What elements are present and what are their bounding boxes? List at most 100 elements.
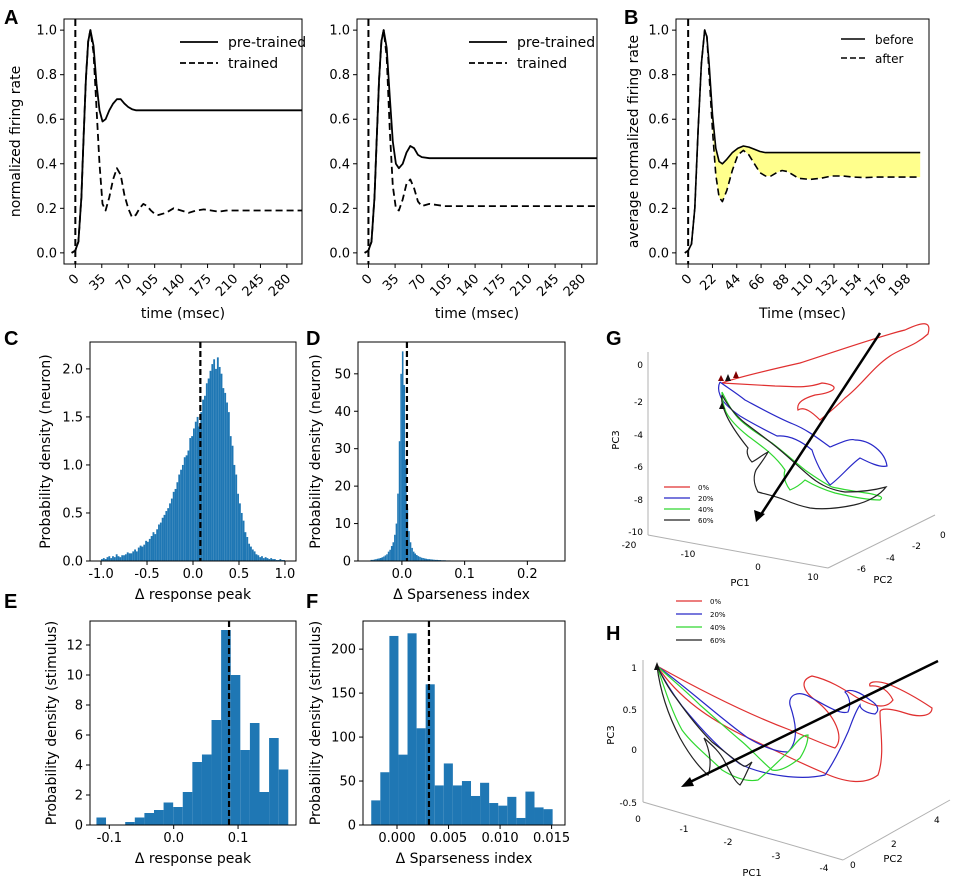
panel-label-f: F — [306, 591, 318, 613]
histogram-bar — [108, 556, 111, 561]
pca-h-axis-pc1 — [642, 801, 844, 861]
pca-h-z-tick: -0.5 — [619, 799, 637, 809]
x-tick-label: 110 — [789, 272, 817, 300]
x-tick-label: 0.0 — [163, 831, 184, 846]
histogram-bar — [272, 559, 274, 561]
x-tick-label: 0 — [679, 272, 695, 288]
histogram-bar — [167, 508, 170, 561]
pca-g-legend-label-0: 0% — [698, 484, 709, 492]
histogram-bar — [189, 438, 192, 561]
x-tick-label: 66 — [746, 272, 768, 294]
pca-g-zlabel: PC2 — [873, 575, 892, 586]
y-tick-label: 20 — [334, 480, 351, 495]
histogram-bar — [373, 559, 376, 561]
x-tick-label: 245 — [534, 272, 562, 300]
histogram-bar — [126, 552, 129, 561]
panel-label-g: G — [606, 328, 622, 350]
panel-f-histogram: 0.000 0.005 0.010 0.015 0 50 100 150 200 Δ Sparse… — [308, 620, 570, 867]
histogram-bar — [251, 549, 254, 561]
y-tick-label: 10 — [334, 517, 351, 532]
panel-label-c: C — [4, 328, 18, 350]
histogram-bar — [534, 807, 544, 825]
pca-g-legend-label-3: 60% — [698, 517, 714, 525]
axes-frame — [357, 341, 566, 562]
pca-g-start-marker — [718, 375, 724, 381]
axes-frame — [356, 18, 598, 265]
histogram-bar — [375, 559, 377, 561]
y-tick-label: 0 — [343, 555, 351, 570]
y-tick-label: 50 — [339, 775, 356, 790]
panel-label-h: H — [606, 623, 620, 645]
histogram-bar — [371, 800, 381, 825]
histogram-bar — [452, 785, 462, 825]
y-tick-label: 1.0 — [329, 24, 350, 39]
histogram-bar — [398, 441, 401, 561]
x-tick-label: 0 — [359, 272, 375, 288]
histogram-bar — [262, 558, 265, 561]
histogram-bar — [117, 556, 120, 561]
x-tick-label: 0.5 — [229, 567, 250, 582]
histogram-bar — [183, 457, 186, 561]
y-tick-label: 0.0 — [62, 555, 83, 570]
legend-label: pre-trained — [228, 35, 306, 51]
pca-g-start-marker — [725, 374, 731, 381]
pca-h-y-tick: 0 — [850, 861, 856, 871]
x-tick-label: 0.015 — [533, 831, 570, 846]
pca-g-axis-pc2 — [827, 514, 936, 569]
histogram-bar — [389, 549, 391, 561]
histogram-bar — [174, 488, 177, 561]
x-tick-label: 0.1 — [454, 567, 475, 582]
x-tick-label: 175 — [187, 272, 215, 300]
histogram-bar — [419, 556, 421, 561]
x-tick-label: 210 — [508, 272, 536, 300]
pca-g-trajectory-60pct — [721, 394, 888, 510]
legend-label: after — [875, 52, 903, 66]
histogram-bar — [137, 547, 140, 561]
x-tick-label: 280 — [561, 272, 589, 300]
histogram-bar — [211, 364, 214, 561]
histogram-bar — [268, 559, 271, 561]
y-axis-label: average normalized firing rate — [626, 35, 642, 248]
panel-label-b: B — [624, 7, 638, 29]
histogram-bar — [378, 558, 380, 561]
y-tick-label: 12 — [66, 639, 83, 654]
histogram-bar — [218, 366, 221, 561]
x-axis-label: time (msec) — [435, 306, 519, 322]
histogram-bar — [213, 359, 216, 561]
histogram-bar — [128, 553, 131, 561]
histogram-bar — [230, 675, 241, 825]
y-tick-label: 1.0 — [36, 24, 57, 39]
y-tick-label: 0.4 — [648, 157, 669, 172]
histogram-bar — [222, 388, 225, 561]
histogram-bar — [139, 545, 142, 561]
y-tick-label: 0.8 — [648, 68, 669, 83]
histogram-bar — [181, 464, 184, 561]
histogram-bar — [176, 482, 179, 561]
histogram-bar — [423, 558, 426, 561]
histogram-bar — [431, 559, 434, 561]
pca-h-trajectory-0pct — [656, 665, 933, 782]
histogram-bar — [259, 792, 270, 825]
histogram-bar — [425, 684, 435, 825]
histogram-bar — [180, 469, 182, 561]
x-tick-label: 280 — [266, 272, 294, 300]
pca-h-x-tick: 0 — [635, 815, 641, 825]
legend-label: trained — [517, 56, 567, 72]
y-tick-label: 0.0 — [329, 246, 350, 261]
histogram-bar — [480, 782, 490, 825]
histogram-bar — [422, 558, 424, 561]
x-tick-label: -0.1 — [97, 831, 122, 846]
x-tick-label: 35 — [380, 272, 402, 294]
pca-h-x-tick: -2 — [724, 838, 733, 848]
histogram-bar — [427, 559, 429, 561]
histogram-bar — [112, 556, 114, 561]
histogram-bar — [150, 536, 153, 561]
x-axis-label: Δ Sparseness index — [393, 587, 530, 603]
histogram-bar — [525, 791, 535, 825]
histogram-bar — [106, 557, 109, 561]
histogram-bar — [381, 557, 384, 561]
x-tick-label: 70 — [113, 272, 135, 294]
y-tick-label: 0.6 — [329, 113, 350, 128]
histogram-bar — [216, 357, 219, 561]
